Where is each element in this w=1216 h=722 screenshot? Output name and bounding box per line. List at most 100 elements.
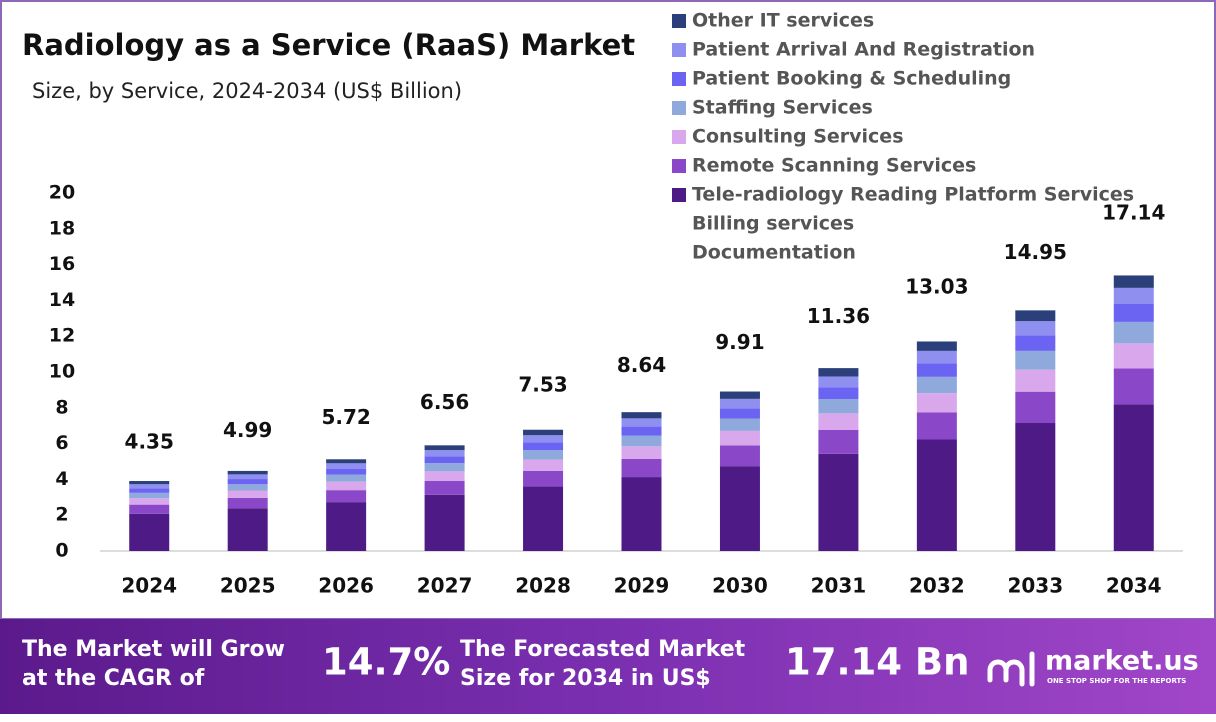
legend-swatch: [672, 43, 686, 57]
y-tick-label: 4: [55, 468, 68, 490]
x-tick-label: 2029: [614, 574, 670, 598]
bar-segment: [916, 363, 957, 377]
bar-segment: [818, 376, 859, 388]
tagline: ONE STOP SHOP FOR THE REPORTS: [1047, 677, 1186, 685]
y-tick-label: 0: [55, 540, 68, 562]
legend-swatch: [672, 130, 686, 144]
bar-segment: [424, 494, 465, 551]
footer-banner: [0, 619, 1216, 714]
bar-segment: [326, 453, 367, 460]
y-tick-label: 14: [49, 289, 75, 311]
y-tick-label: 20: [49, 182, 75, 204]
bar-segment: [916, 393, 957, 413]
frame: [0, 0, 1216, 620]
bar-segment: [424, 456, 465, 464]
bar-segment: [424, 471, 465, 482]
bar-segment: [1015, 296, 1056, 311]
bar-segment: [719, 373, 760, 383]
bar-segment: [818, 413, 859, 430]
total-label: 14.95: [1004, 240, 1067, 264]
bar-segment: [818, 399, 859, 414]
legend-swatch: [672, 14, 686, 28]
bar-segment: [1015, 335, 1056, 351]
legend-label: Billing services: [692, 213, 854, 235]
bar-segment: [621, 418, 662, 427]
legend-label: Documentation: [692, 242, 856, 264]
total-label: 4.99: [223, 418, 272, 442]
legend-swatch: [672, 188, 686, 202]
bar-segment: [621, 412, 662, 419]
cagr-value: 14.7%: [322, 641, 450, 684]
bar-segment: [719, 391, 760, 399]
bar-segment: [1113, 343, 1154, 369]
bar-segment: [424, 439, 465, 446]
x-tick-label: 2032: [909, 574, 965, 598]
bar-segment: [227, 470, 268, 475]
bar-segment: [424, 433, 465, 440]
cagr-text: The Market will Grow at the CAGR of: [22, 637, 285, 691]
bar-segment: [818, 387, 859, 400]
bar-segment: [916, 341, 957, 351]
bar-segment: [326, 474, 367, 482]
bar-segment: [227, 490, 268, 498]
x-tick-label: 2027: [417, 574, 473, 598]
bar-segment: [1015, 369, 1056, 392]
x-tick-label: 2033: [1007, 574, 1063, 598]
total-label: 7.53: [518, 373, 567, 397]
legend-label: Other IT services: [692, 10, 874, 32]
bar-segment: [227, 497, 268, 509]
logo-icon: [987, 651, 1035, 687]
bar-segment: [1015, 350, 1056, 370]
bar-segment: [818, 453, 859, 551]
total-label: 9.91: [715, 330, 764, 354]
bar-segment: [326, 468, 367, 475]
y-tick-label: 18: [49, 217, 75, 239]
bar-segment: [818, 429, 859, 454]
x-tick-label: 2034: [1106, 574, 1162, 598]
bar-segment: [129, 504, 170, 514]
bar-segment: [523, 422, 564, 430]
forecast-value: 17.14 Bn: [785, 641, 969, 684]
y-tick-label: 2: [55, 504, 68, 526]
bar-segment: [1113, 303, 1154, 322]
bar-segment: [719, 445, 760, 467]
bar-segment: [1113, 275, 1154, 288]
bar-segment: [129, 477, 170, 482]
total-label: 8.64: [617, 353, 666, 377]
x-tick-label: 2030: [712, 574, 768, 598]
bar-segment: [1113, 404, 1154, 551]
bar-segment: [523, 450, 564, 460]
total-label: 17.14: [1102, 201, 1165, 225]
bar-segment: [621, 446, 662, 459]
bar-segment: [129, 481, 170, 485]
bar-segment: [227, 508, 268, 551]
legend-swatch: [672, 159, 686, 173]
legend-swatch: [672, 101, 686, 115]
bar-segment: [523, 429, 564, 436]
bar-segment: [916, 317, 957, 330]
y-tick-label: 8: [55, 396, 68, 418]
legend-label: Patient Arrival And Registration: [692, 39, 1035, 61]
bar-segment: [129, 488, 170, 493]
bar-segment: [227, 484, 268, 491]
bar-segment: [326, 448, 367, 454]
total-label: 11.36: [807, 304, 870, 328]
bar-segment: [1113, 259, 1154, 276]
bar-segment: [621, 435, 662, 447]
bar-segment: [523, 459, 564, 471]
bar-segment: [523, 416, 564, 423]
bar-segment: [719, 430, 760, 446]
bar-segment: [916, 350, 957, 364]
bar-segment: [424, 450, 465, 457]
bar-segment: [621, 396, 662, 405]
bar-segment: [326, 463, 367, 469]
bar-segment: [818, 357, 859, 369]
bar-segment: [326, 459, 367, 464]
total-label: 6.56: [420, 390, 469, 414]
x-tick-label: 2024: [121, 574, 177, 598]
bar-segment: [129, 473, 170, 478]
bar-segment: [719, 418, 760, 431]
bar-segment: [916, 439, 957, 551]
bar-segment: [719, 398, 760, 409]
